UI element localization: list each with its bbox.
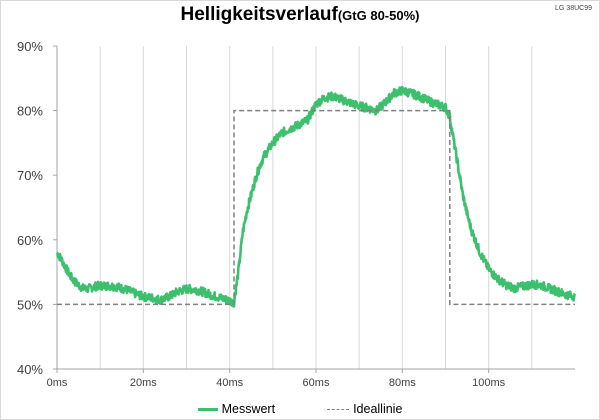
y-tick-label: 80% [17, 104, 43, 119]
y-tick-label: 70% [17, 168, 43, 183]
legend-item-measured: Messwert [197, 402, 276, 416]
legend-item-ideal: Ideallinie [327, 402, 402, 416]
series-line-measured [56, 85, 577, 308]
legend: Messwert Ideallinie [0, 401, 600, 417]
x-tick-label: 0ms [47, 377, 68, 389]
axes [53, 45, 575, 373]
x-tick-label: 20ms [130, 377, 157, 389]
y-tick-label: 50% [17, 297, 43, 312]
grid-lines [99, 46, 533, 369]
x-tick-label: 60ms [303, 377, 330, 389]
legend-label-measured: Messwert [221, 402, 276, 416]
y-tick-label: 40% [17, 362, 43, 377]
x-tick-label: 100ms [472, 377, 506, 389]
series-lines [56, 85, 577, 308]
monitor-model-label: LG 38UC99 [555, 5, 592, 12]
chart-title-block: Helligkeitsverlauf(GtG 80-50%) [0, 4, 600, 26]
legend-label-ideal: Ideallinie [353, 402, 403, 416]
legend-swatch-measured [197, 407, 218, 411]
x-tick-label: 80ms [389, 377, 416, 389]
x-tick-label: 40ms [216, 377, 243, 389]
series-line-ideal [57, 109, 575, 306]
legend-swatch-ideal [327, 408, 350, 410]
y-tick-label: 60% [17, 233, 43, 248]
tick-labels: 40% 50% 60% 70% 80% 90% 0ms 20ms 40ms 60ms 80ms 100… [17, 39, 506, 389]
chart-title: Helligkeitsverlauf [180, 4, 338, 25]
chart-subtitle: (GtG 80-50%) [337, 8, 420, 23]
y-tick-label: 90% [17, 39, 43, 54]
